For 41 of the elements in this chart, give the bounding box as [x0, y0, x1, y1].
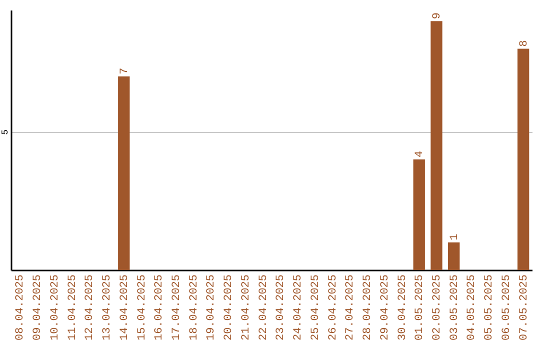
bar: [430, 21, 442, 270]
x-tick-label: 07.05.2025: [518, 274, 530, 340]
x-tick-label: 08.04.2025: [14, 274, 27, 340]
data-label: 7: [118, 68, 131, 74]
y-tick-label: 5: [0, 130, 10, 135]
x-tick-label: 05.05.2025: [484, 274, 496, 340]
x-tick-label: 09.04.2025: [32, 274, 44, 340]
bar: [118, 76, 130, 270]
x-tick-label: 24.04.2025: [292, 274, 305, 340]
x-tick-label: 18.04.2025: [188, 274, 200, 340]
x-tick-label: 11.04.2025: [66, 274, 79, 340]
x-tick-label: 25.04.2025: [310, 274, 322, 340]
x-tick-label: 22.04.2025: [258, 274, 270, 340]
data-label: 8: [518, 40, 530, 47]
x-tick-label: 15.04.2025: [136, 274, 148, 340]
x-tick-label: 23.04.2025: [275, 274, 288, 340]
x-tick-label: 14.04.2025: [118, 274, 131, 340]
x-tick-label: 28.04.2025: [362, 274, 374, 340]
data-label: 1: [448, 233, 461, 240]
x-tick-label: 29.04.2025: [379, 274, 392, 340]
x-tick-label: 06.05.2025: [500, 274, 513, 340]
x-tick-label: 03.05.2025: [448, 274, 461, 340]
x-tick-label: 26.04.2025: [327, 274, 340, 340]
bar: [448, 242, 460, 270]
bar: [413, 159, 425, 270]
data-label: 4: [414, 150, 426, 158]
x-tick-label: 13.04.2025: [102, 274, 114, 340]
x-tick-label: 04.05.2025: [466, 274, 478, 340]
x-tick-label: 20.04.2025: [223, 274, 236, 340]
x-tick-label: 27.04.2025: [344, 274, 357, 340]
x-tick-label: 10.04.2025: [49, 274, 62, 340]
x-tick-label: 16.04.2025: [154, 274, 166, 340]
bar: [517, 48, 530, 270]
x-tick-label: 01.05.2025: [414, 274, 426, 340]
data-label: 9: [431, 12, 444, 20]
x-tick-label: 21.04.2025: [240, 274, 252, 340]
x-tick-label: 19.04.2025: [206, 274, 218, 340]
x-tick-label: 30.04.2025: [396, 274, 409, 340]
x-tick-label: 17.04.2025: [170, 274, 183, 340]
x-tick-label: 02.05.2025: [431, 274, 444, 340]
x-tick-label: 12.04.2025: [84, 274, 96, 340]
